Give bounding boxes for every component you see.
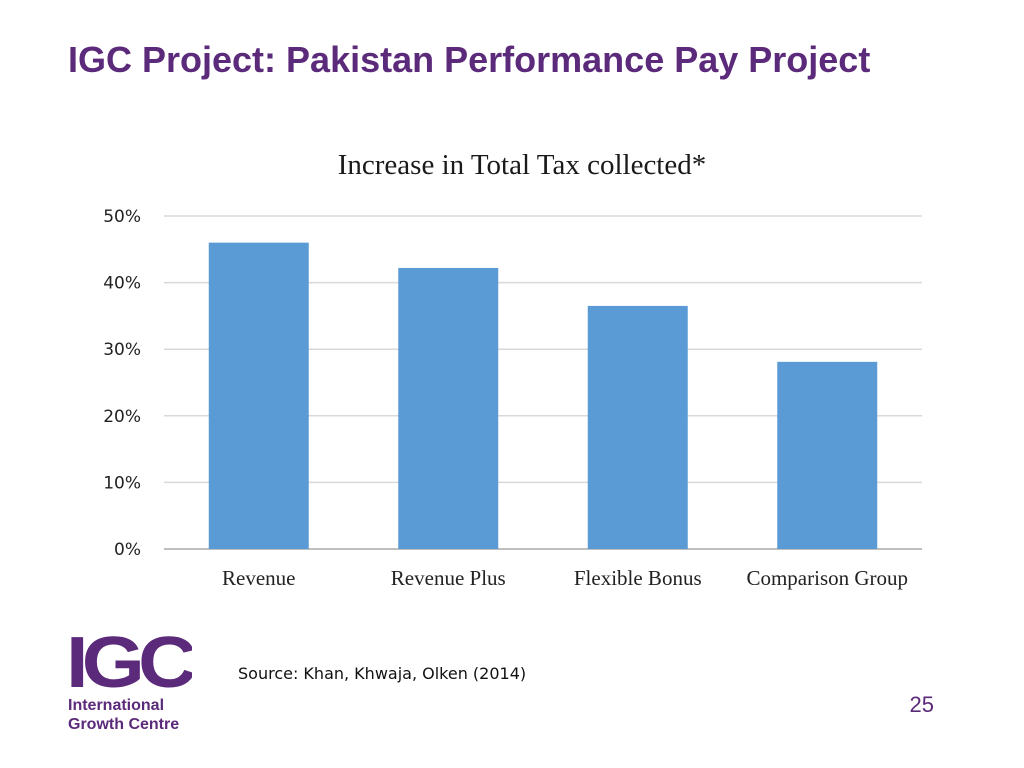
slide-title: IGC Project: Pakistan Performance Pay Pr… xyxy=(68,39,871,80)
source-citation: Source: Khan, Khwaja, Olken (2014) xyxy=(238,664,527,683)
bar xyxy=(398,267,499,549)
x-category-label: Flexible Bonus xyxy=(574,566,702,590)
logo-line-growth-centre: Growth Centre xyxy=(68,716,180,733)
bar xyxy=(777,361,878,549)
chart-title: Increase in Total Tax collected* xyxy=(338,149,707,181)
y-tick-label: 0% xyxy=(114,540,141,560)
igc-logo-mark: IGC xyxy=(68,632,192,690)
bars xyxy=(208,242,878,549)
x-axis-category-labels: Revenue Revenue Plus Flexible Bonus Compari… xyxy=(222,566,908,590)
x-category-label: Revenue xyxy=(222,566,295,590)
x-category-label: Revenue Plus xyxy=(391,566,506,590)
bar xyxy=(587,305,688,549)
page-number: 25 xyxy=(909,692,934,717)
bar xyxy=(208,242,309,549)
y-tick-label: 10% xyxy=(103,473,141,493)
igc-logo: IGC International Growth Centre xyxy=(68,632,198,734)
y-tick-label: 30% xyxy=(103,340,141,360)
x-category-label: Comparison Group xyxy=(746,566,908,590)
y-tick-label: 20% xyxy=(103,407,141,427)
y-axis-tick-labels: 0% 10% 20% 30% 40% 50% xyxy=(103,207,141,560)
bar-chart: Increase in Total Tax collected* 0% 10% 20… xyxy=(103,149,922,590)
y-tick-label: 40% xyxy=(103,274,141,294)
igc-logo-letters: IGC xyxy=(68,632,192,690)
logo-line-international: International xyxy=(68,697,165,714)
y-tick-label: 50% xyxy=(103,207,141,227)
